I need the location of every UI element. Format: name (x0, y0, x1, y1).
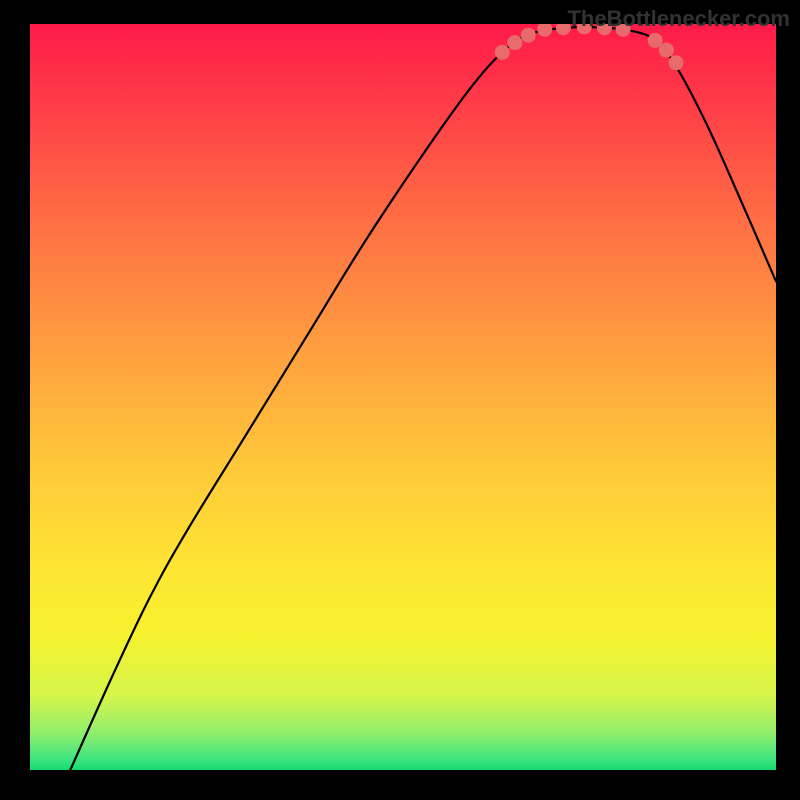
curve-layer (30, 24, 776, 770)
marker-dot (659, 43, 674, 58)
marker-dot (521, 28, 536, 43)
chart-container: TheBottlenecker.com (0, 0, 800, 800)
watermark-text: TheBottlenecker.com (567, 6, 790, 32)
bottleneck-curve (70, 27, 776, 770)
marker-dot (669, 55, 684, 70)
marker-dot (507, 35, 522, 50)
marker-dot (537, 24, 552, 37)
marker-dot (495, 45, 510, 60)
plot-area (30, 24, 776, 770)
